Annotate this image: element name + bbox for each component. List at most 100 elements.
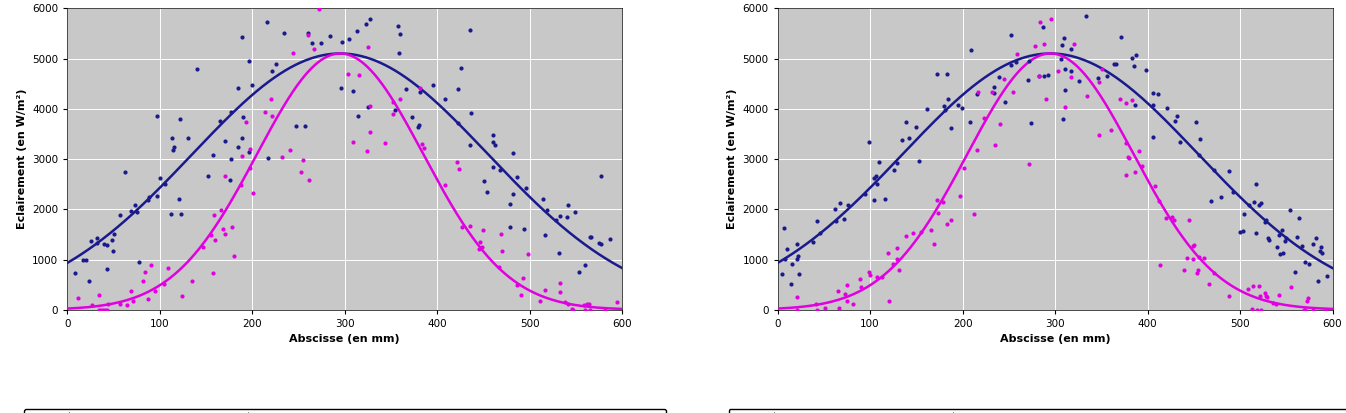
- Point: [1125, 51, 1147, 58]
- Point: [170, 211, 191, 217]
- Point: [1203, 270, 1225, 276]
- Point: [1256, 294, 1277, 300]
- Point: [162, 135, 183, 141]
- Point: [1163, 217, 1184, 223]
- Point: [1110, 34, 1132, 40]
- Point: [888, 267, 910, 273]
- Point: [886, 245, 907, 252]
- Point: [1147, 91, 1168, 97]
- Point: [878, 249, 899, 256]
- Point: [1105, 60, 1127, 67]
- Point: [1256, 217, 1277, 223]
- Point: [214, 138, 236, 144]
- Point: [308, 6, 330, 13]
- Point: [576, 300, 598, 307]
- Point: [302, 40, 323, 46]
- Point: [1218, 292, 1240, 299]
- Point: [561, 306, 583, 312]
- Point: [474, 178, 495, 185]
- Point: [168, 196, 190, 202]
- X-axis label: Abscisse (en mm): Abscisse (en mm): [1000, 335, 1110, 344]
- Point: [96, 266, 117, 273]
- Point: [1315, 306, 1337, 313]
- Point: [342, 88, 363, 94]
- Point: [865, 180, 887, 187]
- Point: [162, 147, 183, 153]
- Point: [87, 291, 109, 298]
- Point: [357, 147, 378, 154]
- Point: [510, 292, 532, 299]
- Point: [1254, 293, 1276, 300]
- Point: [1287, 233, 1308, 240]
- Point: [409, 85, 431, 91]
- Point: [210, 207, 232, 214]
- Point: [937, 96, 958, 103]
- Point: [1020, 119, 1042, 126]
- Point: [1117, 154, 1139, 161]
- Point: [950, 193, 972, 199]
- Point: [864, 172, 886, 179]
- Point: [73, 256, 94, 263]
- Point: [577, 300, 599, 307]
- Point: [476, 188, 498, 195]
- Point: [781, 261, 802, 267]
- Point: [1218, 168, 1240, 175]
- Point: [385, 107, 406, 114]
- Point: [482, 139, 503, 145]
- Point: [1119, 155, 1140, 162]
- Point: [1144, 183, 1166, 189]
- Point: [221, 109, 242, 115]
- Point: [201, 232, 222, 238]
- Point: [859, 139, 880, 145]
- Point: [1155, 214, 1176, 221]
- Point: [128, 259, 149, 265]
- Point: [153, 280, 175, 287]
- Point: [490, 166, 511, 173]
- Point: [261, 67, 283, 74]
- Point: [506, 174, 528, 181]
- Point: [347, 112, 369, 119]
- Point: [909, 157, 930, 164]
- Point: [413, 145, 435, 152]
- Point: [1000, 32, 1022, 38]
- Point: [937, 221, 958, 227]
- Point: [1096, 72, 1117, 79]
- Point: [960, 119, 981, 126]
- Point: [1077, 93, 1098, 99]
- Point: [273, 30, 295, 37]
- Point: [537, 206, 559, 213]
- Point: [1116, 140, 1137, 147]
- Point: [109, 211, 131, 218]
- Point: [564, 209, 586, 216]
- Point: [1090, 66, 1112, 72]
- Point: [895, 119, 917, 125]
- Point: [556, 214, 577, 221]
- Point: [491, 247, 513, 254]
- Point: [927, 210, 949, 216]
- Point: [147, 193, 168, 200]
- Point: [871, 274, 892, 281]
- Point: [966, 147, 988, 153]
- Point: [579, 233, 600, 240]
- Point: [1250, 200, 1272, 206]
- Point: [826, 287, 848, 294]
- Point: [304, 0, 326, 5]
- Point: [1233, 228, 1254, 235]
- Point: [886, 160, 907, 166]
- Point: [843, 300, 864, 307]
- Point: [1088, 75, 1109, 82]
- Point: [155, 180, 176, 187]
- Point: [966, 91, 988, 97]
- Point: [97, 242, 118, 249]
- Point: [833, 215, 855, 222]
- Point: [401, 114, 423, 121]
- Point: [203, 212, 225, 218]
- Point: [1288, 215, 1310, 222]
- Point: [1054, 34, 1075, 41]
- Point: [238, 58, 260, 64]
- Point: [984, 90, 1005, 96]
- Point: [280, 147, 302, 154]
- Point: [93, 240, 114, 247]
- Point: [1100, 127, 1121, 133]
- Point: [1303, 241, 1324, 248]
